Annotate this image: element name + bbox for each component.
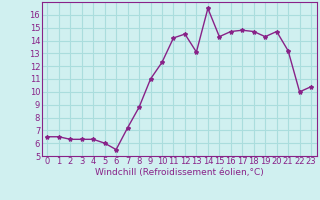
X-axis label: Windchill (Refroidissement éolien,°C): Windchill (Refroidissement éolien,°C) [95,168,264,177]
